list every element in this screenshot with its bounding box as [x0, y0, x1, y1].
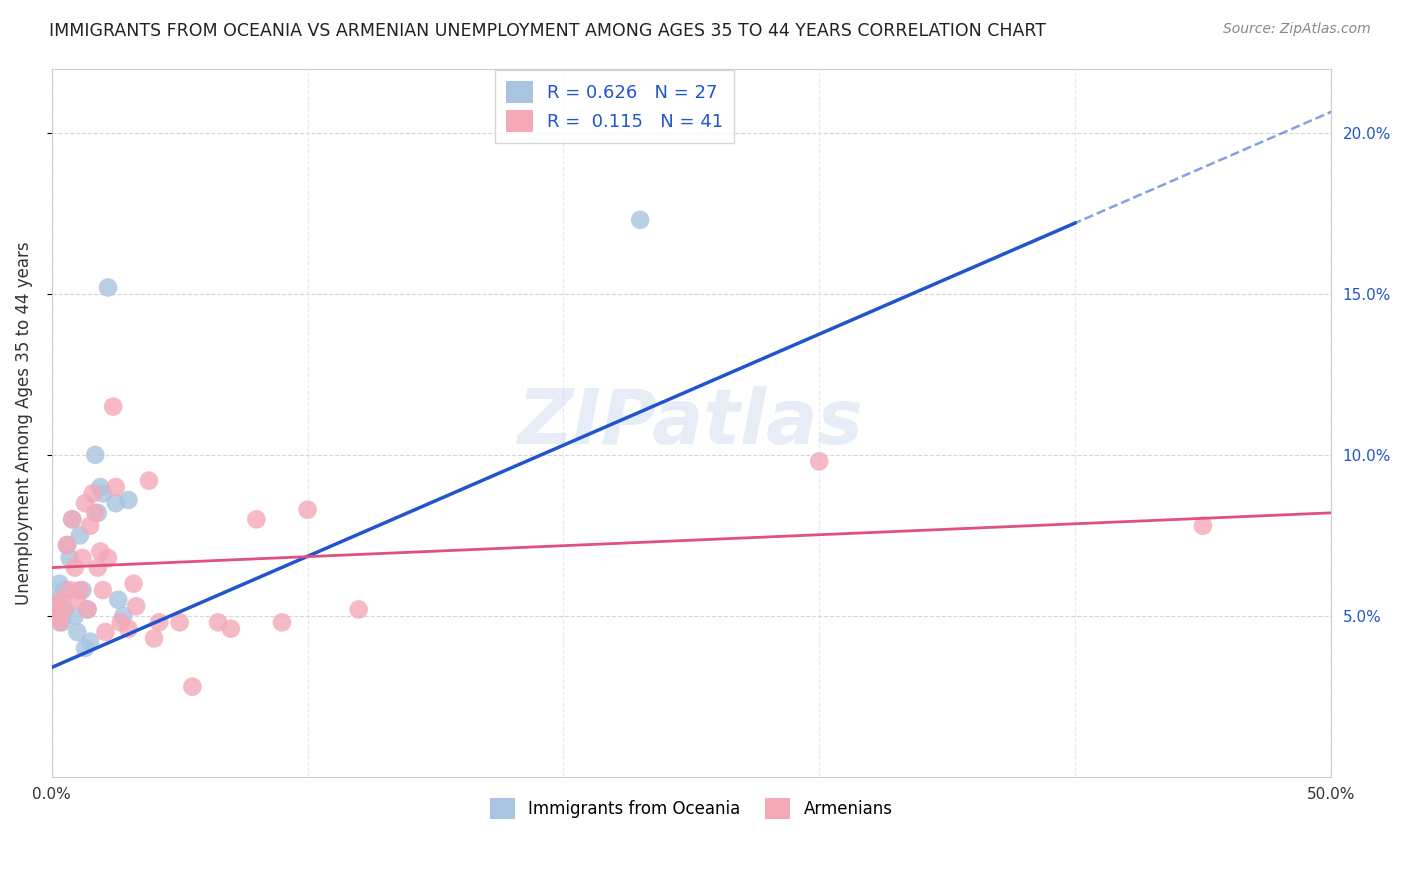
Point: [51, 592, 73, 607]
Point: [808, 454, 831, 468]
Point: [347, 602, 370, 616]
Point: [181, 680, 204, 694]
Point: [148, 615, 170, 630]
Point: [104, 496, 127, 510]
Point: [101, 400, 124, 414]
Point: [1192, 518, 1215, 533]
Point: [207, 615, 229, 630]
Point: [56, 538, 79, 552]
Point: [122, 576, 145, 591]
Point: [48, 576, 70, 591]
Point: [245, 512, 267, 526]
Point: [72, 550, 94, 565]
Point: [51, 615, 73, 630]
Point: [44, 599, 66, 614]
Point: [63, 608, 86, 623]
Point: [143, 632, 166, 646]
Point: [94, 624, 117, 639]
Text: Source: ZipAtlas.com: Source: ZipAtlas.com: [1223, 22, 1371, 37]
Point: [73, 641, 96, 656]
Point: [89, 544, 111, 558]
Point: [271, 615, 294, 630]
Point: [59, 583, 82, 598]
Text: ZIPatlas: ZIPatlas: [519, 385, 865, 459]
Point: [53, 602, 76, 616]
Point: [60, 512, 83, 526]
Point: [97, 280, 120, 294]
Point: [60, 512, 83, 526]
Point: [84, 448, 107, 462]
Point: [87, 506, 110, 520]
Point: [63, 560, 86, 574]
Point: [48, 602, 70, 616]
Point: [110, 615, 132, 630]
Point: [91, 486, 114, 500]
Point: [48, 615, 70, 630]
Point: [97, 550, 120, 565]
Point: [69, 528, 91, 542]
Point: [44, 608, 66, 623]
Point: [45, 592, 67, 607]
Point: [107, 592, 129, 607]
Point: [219, 622, 242, 636]
Point: [297, 502, 319, 516]
Point: [79, 634, 101, 648]
Point: [138, 474, 160, 488]
Point: [112, 608, 135, 623]
Point: [125, 599, 148, 614]
Point: [82, 486, 104, 500]
Y-axis label: Unemployment Among Ages 35 to 44 years: Unemployment Among Ages 35 to 44 years: [15, 241, 32, 605]
Point: [169, 615, 191, 630]
Point: [628, 212, 651, 227]
Point: [53, 602, 76, 616]
Point: [69, 583, 91, 598]
Point: [79, 518, 101, 533]
Point: [117, 622, 139, 636]
Point: [72, 583, 94, 598]
Point: [66, 624, 89, 639]
Point: [73, 496, 96, 510]
Point: [117, 493, 139, 508]
Point: [104, 480, 127, 494]
Point: [53, 583, 76, 598]
Point: [87, 560, 110, 574]
Point: [89, 480, 111, 494]
Point: [66, 592, 89, 607]
Point: [84, 506, 107, 520]
Point: [45, 608, 67, 623]
Text: IMMIGRANTS FROM OCEANIA VS ARMENIAN UNEMPLOYMENT AMONG AGES 35 TO 44 YEARS CORRE: IMMIGRANTS FROM OCEANIA VS ARMENIAN UNEM…: [49, 22, 1046, 40]
Legend: Immigrants from Oceania, Armenians: Immigrants from Oceania, Armenians: [484, 791, 900, 825]
Point: [59, 550, 82, 565]
Point: [76, 602, 98, 616]
Point: [76, 602, 98, 616]
Point: [91, 583, 114, 598]
Point: [56, 538, 79, 552]
